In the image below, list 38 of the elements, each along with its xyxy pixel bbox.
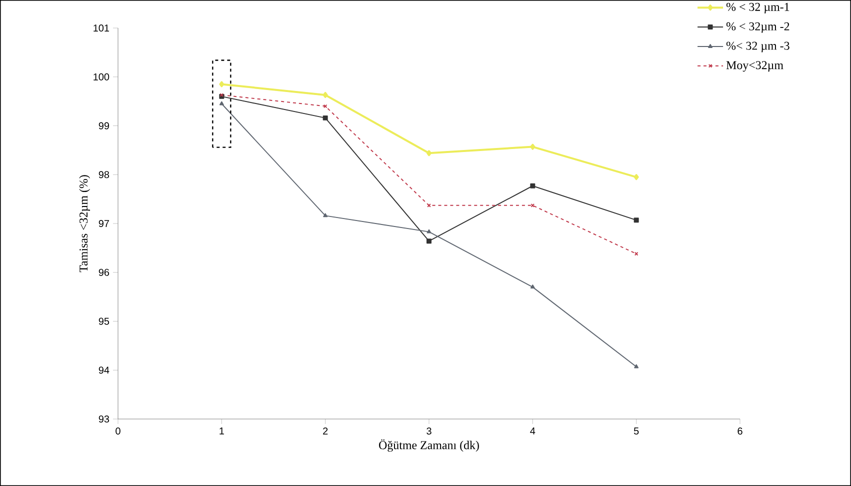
x-tick-label: 6	[738, 428, 742, 435]
x-tick-label: 4	[530, 428, 536, 434]
point	[634, 218, 639, 223]
point	[219, 101, 224, 106]
x-tick-label: 5	[634, 428, 639, 434]
y-tick-label: 97	[98, 220, 109, 228]
y-tick-label: 93	[98, 415, 110, 423]
point	[530, 183, 536, 188]
y-tick-label: 98	[98, 171, 110, 178]
y-tick-label: 94	[98, 366, 110, 374]
point	[219, 81, 224, 88]
y-tick-label: 95	[98, 318, 110, 325]
legend-label: % < 32µm -2	[726, 22, 790, 33]
point	[426, 150, 432, 156]
x-tick-label: 0	[116, 428, 120, 435]
point	[634, 364, 639, 368]
y-tick-label: 101	[94, 24, 109, 32]
point	[426, 238, 432, 244]
y-axis-title: Tamisas <32µm (%)	[79, 175, 90, 272]
x-tick-label: 2	[323, 428, 328, 434]
legend-label: Moy<32µm	[726, 61, 784, 72]
point	[634, 252, 638, 256]
point	[323, 104, 328, 108]
y-tick-label: 96	[98, 268, 110, 276]
x-tick-label: 3	[426, 428, 432, 435]
point	[530, 284, 535, 289]
point	[322, 115, 328, 120]
y-tick-label: 100	[94, 73, 110, 80]
point	[323, 213, 328, 218]
x-tick-label: 1	[220, 428, 224, 434]
legend-label: % < 32 µm-1	[726, 2, 790, 14]
point	[634, 174, 639, 180]
point	[530, 144, 536, 150]
point	[322, 92, 328, 98]
point	[426, 229, 432, 234]
x-axis-title: Öğütme Zamanı (dk)	[379, 439, 479, 452]
legend-label: %< 32 µm -3	[726, 42, 790, 52]
y-tick-label: 99	[98, 122, 110, 130]
